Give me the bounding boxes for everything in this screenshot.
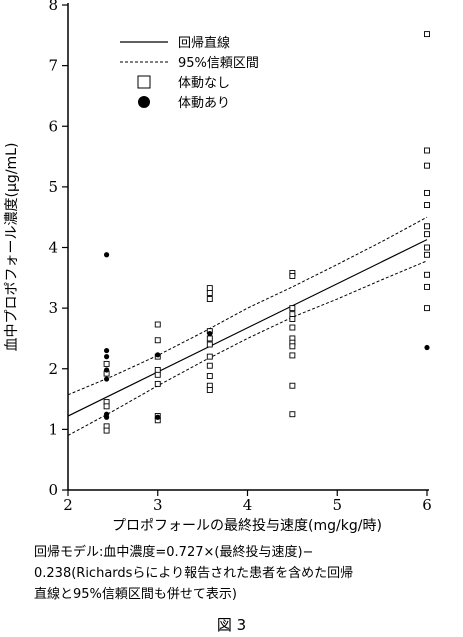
y-axis-label: 血中プロポフォール濃度(μg/mL) [4, 143, 20, 352]
point-movement [103, 367, 110, 373]
point-no-movement [206, 296, 213, 302]
point-no-movement [289, 273, 296, 279]
point-movement [103, 376, 110, 382]
point-no-movement [206, 387, 213, 393]
legend-dot-swatch [138, 96, 150, 108]
point-no-movement [424, 251, 430, 258]
point-no-movement [206, 353, 213, 360]
caption-line-1: 回帰モデル:血中濃度=0.727×(最終投与速度)− [34, 545, 314, 560]
figure-label: 図 3 [216, 616, 247, 634]
y-tick-label: 0 [48, 481, 58, 499]
point-no-movement [206, 362, 213, 369]
point-no-movement [154, 380, 161, 387]
point-no-movement [154, 367, 161, 373]
point-no-movement [103, 403, 110, 410]
y-tick-label: 8 [48, 0, 58, 14]
point-movement [155, 352, 161, 358]
x-tick-label: 6 [422, 496, 432, 514]
point-no-movement [424, 147, 430, 154]
axes: 2 3 4 5 6 0 1 2 3 4 5 6 7 8 [48, 0, 431, 514]
point-no-movement [154, 321, 161, 328]
point-no-movement [103, 427, 110, 434]
figure-caption: 回帰モデル:血中濃度=0.727×(最終投与速度)− 0.238(Richard… [34, 542, 459, 605]
point-no-movement [154, 371, 161, 378]
point-no-movement [424, 162, 430, 169]
point-movement [103, 252, 110, 258]
point-no-movement [424, 223, 430, 230]
point-no-movement [206, 285, 213, 292]
point-no-movement [206, 290, 213, 296]
point-movement [103, 414, 110, 420]
point-no-movement [206, 373, 213, 379]
point-no-movement [424, 31, 430, 38]
y-tick-label: 4 [48, 239, 58, 257]
x-tick-label: 2 [63, 496, 73, 514]
caption-line-2: 0.238(Richardsらにより報告された患者を含めた回帰 [34, 566, 354, 581]
point-no-movement [289, 324, 296, 331]
caption-line-3: 直線と95%信頼区間も併せて表示) [34, 587, 237, 602]
y-tick-label: 2 [48, 360, 58, 378]
point-no-movement [424, 202, 430, 209]
point-no-movement [154, 337, 161, 344]
point-no-movement [206, 335, 213, 342]
point-no-movement [424, 231, 430, 238]
point-no-movement [289, 382, 296, 389]
point-no-movement [424, 283, 430, 290]
point-no-movement [289, 311, 296, 318]
legend-square-swatch [137, 75, 151, 89]
plot-area [67, 31, 430, 436]
point-movement [103, 354, 110, 360]
y-tick-label: 3 [48, 299, 58, 317]
x-axis-label: プロポフォールの最終投与速度(mg/kg/時) [112, 518, 382, 534]
point-no-movement [424, 271, 430, 278]
legend-label: 回帰直線 [178, 35, 230, 51]
point-no-movement [289, 411, 296, 418]
point-no-movement [424, 244, 430, 251]
point-movement [207, 330, 213, 337]
point-no-movement [289, 305, 296, 312]
point-movement [103, 347, 110, 354]
point-no-movement [289, 316, 296, 322]
point-no-movement [289, 343, 296, 350]
confidence-band-upper [67, 216, 428, 396]
x-tick-label: 4 [243, 496, 253, 514]
point-no-movement [424, 189, 430, 196]
legend-label: 体動なし [178, 76, 230, 91]
regression-line [67, 239, 428, 417]
y-tick-label: 1 [48, 420, 58, 438]
point-movement [424, 344, 430, 351]
legend-label: 95%信頼区間 [178, 56, 259, 71]
y-tick-label: 6 [48, 117, 58, 135]
point-no-movement [424, 305, 430, 312]
y-tick-label: 7 [48, 57, 58, 75]
point-no-movement [206, 341, 213, 348]
confidence-band-lower [67, 260, 428, 436]
legend-label: 体動あり [178, 96, 230, 111]
point-movement [155, 414, 161, 420]
x-tick-label: 3 [153, 496, 163, 514]
point-no-movement [103, 360, 110, 367]
point-no-movement [289, 352, 296, 359]
y-tick-label: 5 [48, 178, 58, 196]
x-tick-label: 5 [332, 496, 342, 514]
